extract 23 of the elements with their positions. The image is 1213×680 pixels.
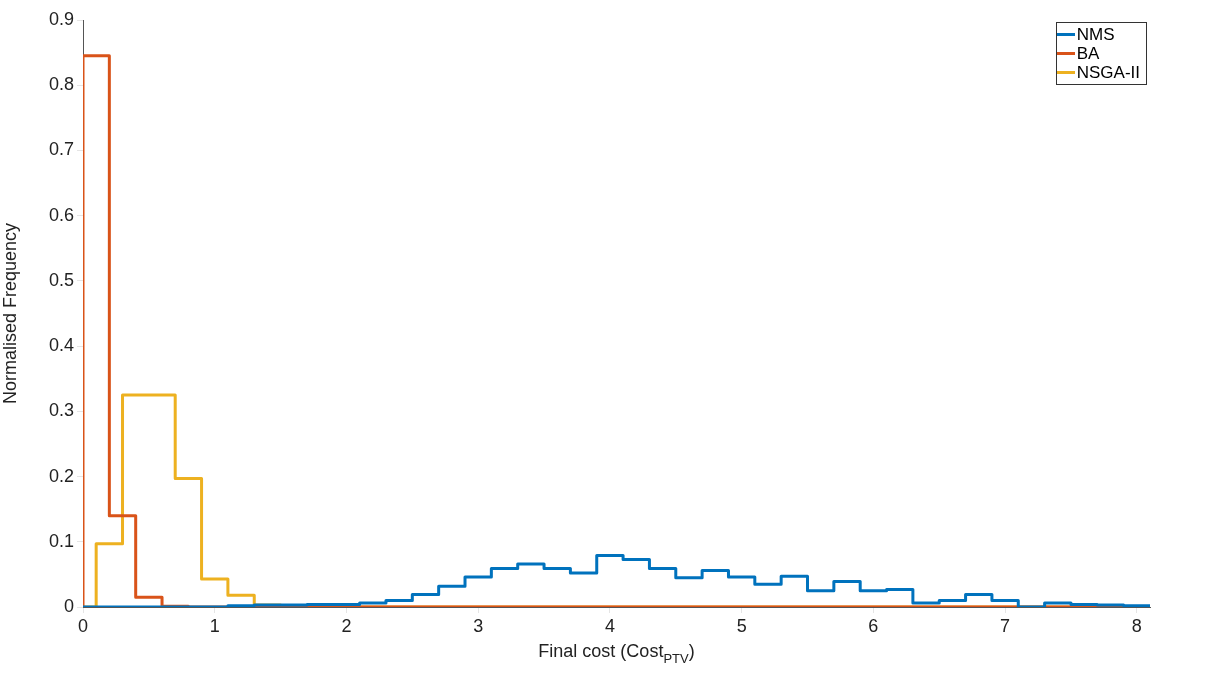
x-tick-label: 5 <box>736 615 747 636</box>
x-tick-label: 4 <box>604 615 615 636</box>
y-tick-label: 0.2 <box>48 465 74 486</box>
y-tick-label: 0.5 <box>48 269 74 290</box>
y-tick-label: 0.4 <box>48 335 74 356</box>
x-tick-label: 7 <box>1000 615 1011 636</box>
y-axis-title: Normalised Frequency <box>0 222 20 405</box>
y-tick-label: 0.1 <box>48 530 74 551</box>
legend-label: NSGA-II <box>1076 63 1140 82</box>
y-tick-label: 0 <box>63 595 74 616</box>
legend-label: BA <box>1076 44 1100 63</box>
x-tick-label: 1 <box>209 615 220 636</box>
x-tick-label: 6 <box>868 615 879 636</box>
x-tick-label: 0 <box>77 615 89 636</box>
y-tick-label: 0.3 <box>48 400 74 421</box>
x-tick-label: 3 <box>473 615 484 636</box>
y-tick-label: 0.9 <box>48 8 74 29</box>
y-tick-label: 0.8 <box>48 74 74 95</box>
x-tick-label: 8 <box>1131 615 1142 636</box>
y-tick-label: 0.6 <box>48 204 74 225</box>
legend-label: NMS <box>1076 25 1115 44</box>
x-tick-label: 2 <box>341 615 352 636</box>
y-tick-label: 0.7 <box>48 139 74 160</box>
